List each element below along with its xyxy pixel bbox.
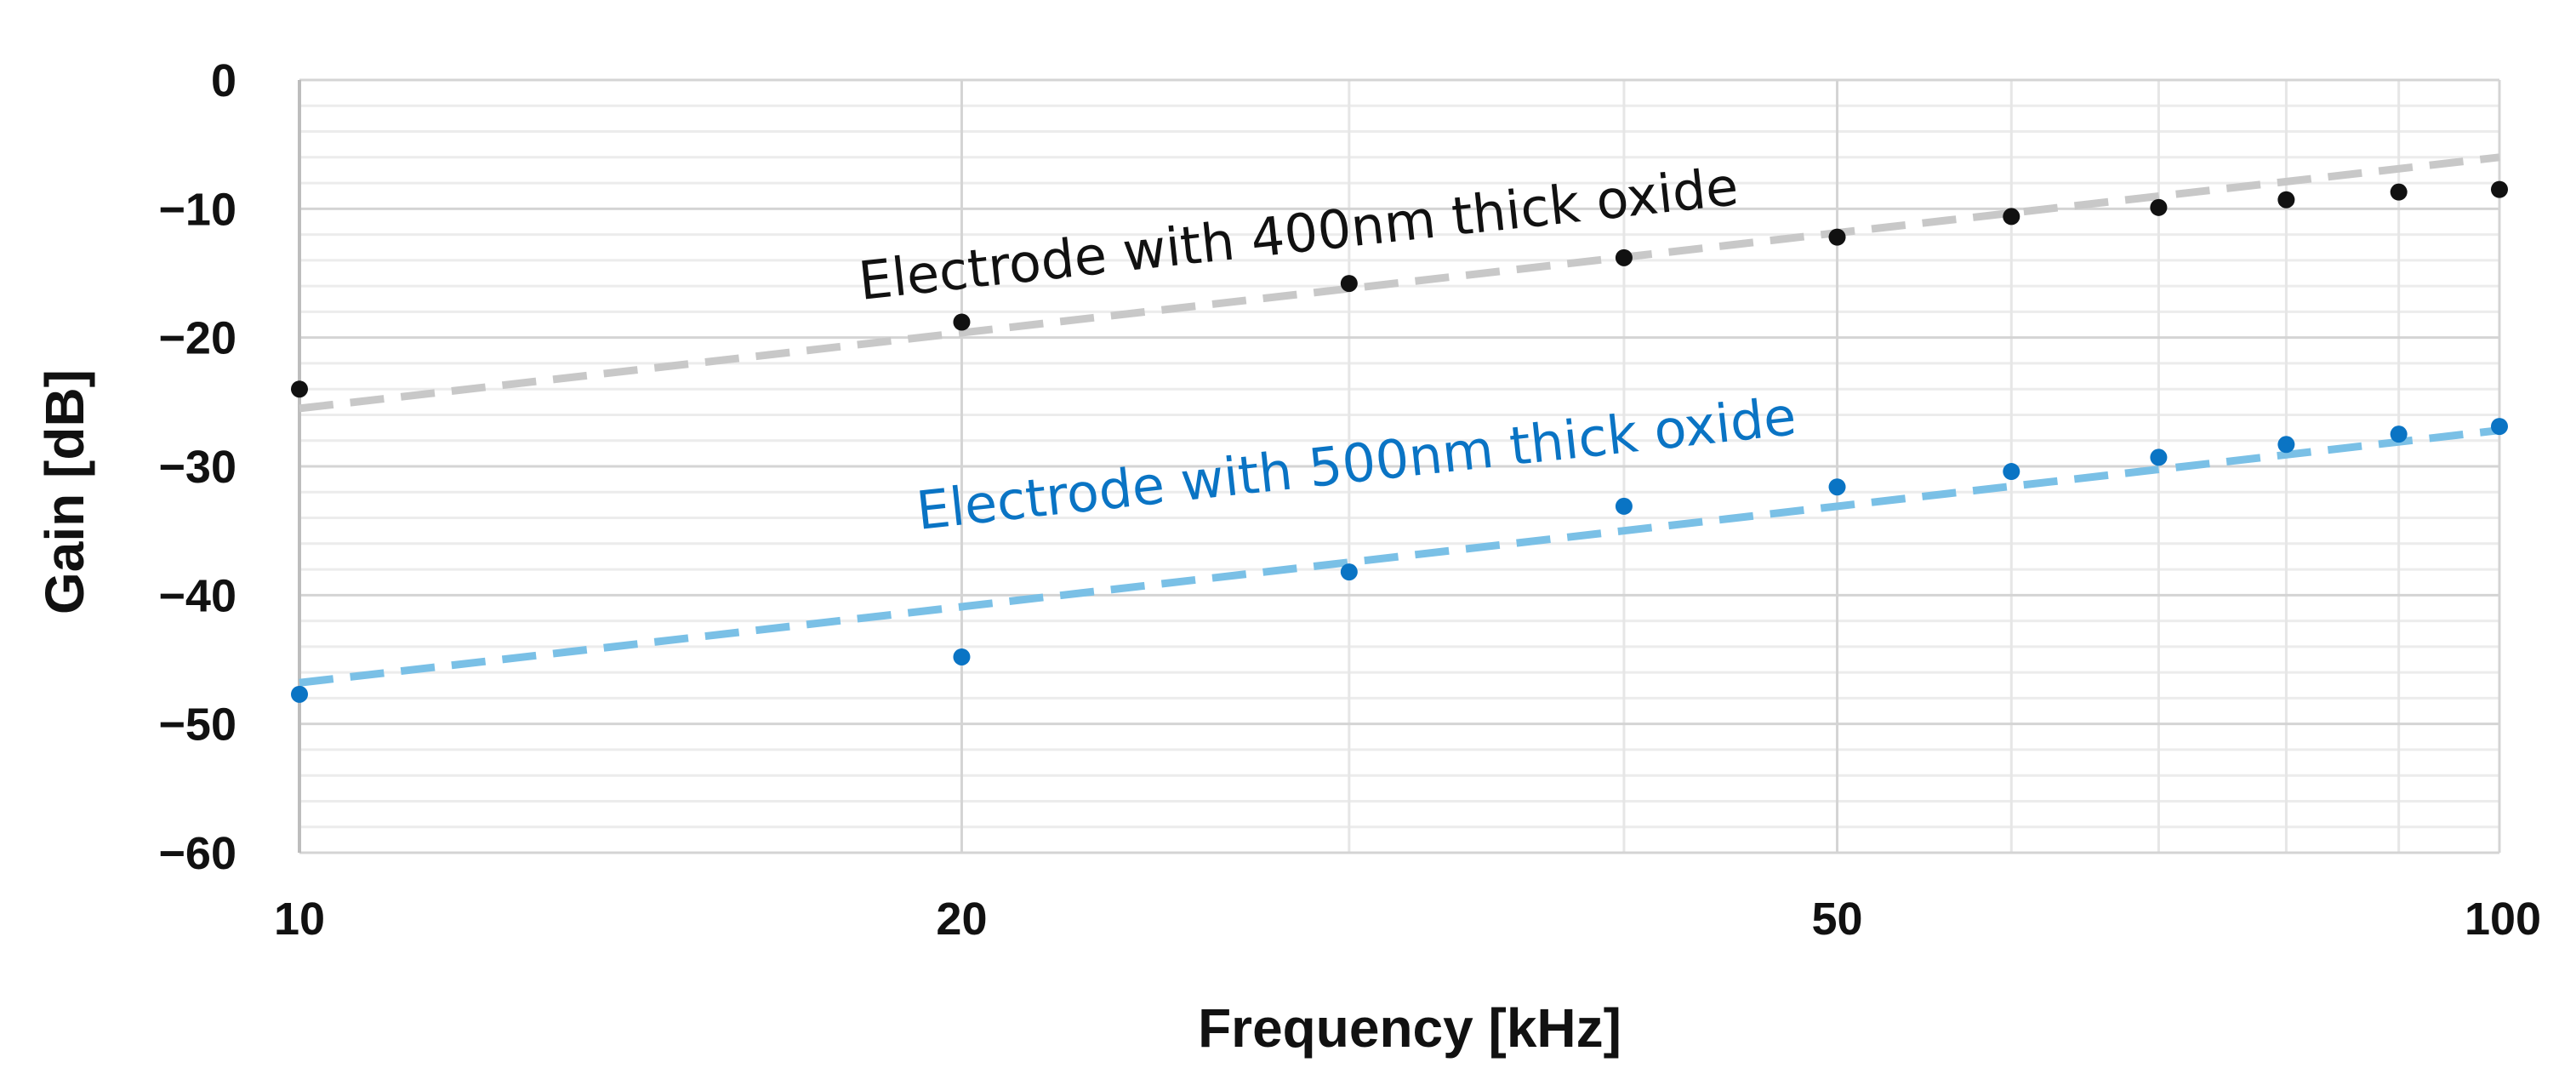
data-point-series-0	[2150, 198, 2168, 216]
data-point-series-1	[2003, 463, 2020, 481]
y-tick-label: −40	[158, 570, 237, 621]
y-tick-label: −30	[158, 442, 237, 493]
data-point-series-0	[1615, 248, 1633, 266]
major-gridlines	[298, 78, 2501, 854]
data-point-series-0	[2277, 191, 2295, 208]
data-point-series-1	[1615, 497, 1633, 515]
data-point-series-1	[2277, 436, 2295, 454]
data-points	[291, 180, 2508, 703]
data-point-series-1	[291, 685, 308, 703]
data-point-series-1	[1828, 478, 1846, 496]
trendlines	[299, 153, 2500, 687]
y-tick-label: −60	[158, 828, 237, 879]
y-tick-label: −50	[158, 700, 237, 751]
minor-gridlines	[299, 80, 2499, 853]
x-tick-label: 50	[1811, 894, 1862, 945]
x-tick-label: 10	[274, 894, 325, 945]
y-tick-label: −20	[158, 313, 237, 364]
y-tick-label: 0	[211, 55, 237, 106]
data-point-series-0	[953, 313, 971, 331]
y-tick-label: −10	[158, 184, 237, 235]
data-point-series-1	[2491, 418, 2508, 436]
data-point-series-0	[2003, 208, 2020, 226]
trendline-series-0	[299, 153, 2500, 413]
x-axis-title: Frequency [kHz]	[1198, 997, 1621, 1059]
data-point-series-0	[2390, 183, 2408, 201]
data-point-series-1	[2390, 426, 2408, 443]
y-axis-title: Gain [dB]	[34, 369, 95, 614]
x-tick-label: 100	[2465, 894, 2541, 945]
x-tick-label: 20	[936, 894, 987, 945]
data-point-series-0	[291, 380, 308, 398]
data-point-series-1	[2150, 448, 2168, 466]
data-point-series-1	[953, 648, 971, 665]
x-tick-labels: 10 20 50 100	[274, 894, 2541, 945]
data-point-series-0	[1340, 275, 1358, 293]
y-tick-labels: 0 −10 −20 −30 −40 −50 −60	[158, 55, 237, 879]
data-point-series-0	[1828, 228, 1846, 246]
trendline-series-1	[299, 426, 2500, 687]
data-point-series-0	[2491, 180, 2508, 198]
data-point-series-1	[1340, 563, 1358, 581]
